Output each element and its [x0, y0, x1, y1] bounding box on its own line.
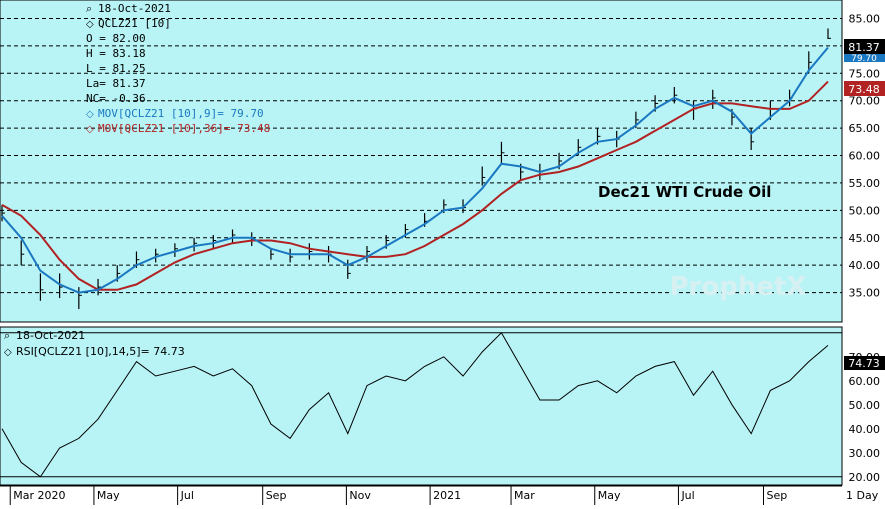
rsi-info: ⌕ 18-Oct-2021 ◇ RSI[QCLZ21 [10],14,5]= 7…	[4, 329, 185, 358]
price-y-tick-label: 85.00	[849, 12, 881, 25]
rsi-y-tick-label: 40.00	[849, 423, 881, 436]
rsi-label: RSI[QCLZ21 [10],14,5]= 74.73	[16, 345, 185, 358]
watermark-text: ProphetX	[670, 272, 807, 302]
magnifier-icon[interactable]: ⌕	[86, 2, 92, 15]
info-date: 18-Oct-2021	[98, 2, 171, 15]
ma-9-diamond-icon: ◇	[86, 109, 94, 120]
ma-9-line	[1, 46, 829, 294]
rsi-y-tick-label: 30.00	[849, 447, 881, 460]
x-axis-tick-label: May	[598, 489, 621, 502]
watermark: ProphetX	[670, 272, 807, 302]
rsi-badge-text: 74.73	[848, 357, 880, 370]
info-block: ⌕ 18-Oct-2021 ◇ QCLZ21 [10] O = 82.00 H …	[86, 2, 270, 135]
rsi-diamond-icon: ◇	[4, 347, 12, 358]
x-axis-tick-label: Sep	[266, 489, 287, 502]
info-change: NC= -0.36	[86, 92, 146, 105]
price-y-tick-label: 60.00	[849, 150, 881, 163]
price-y-tick-label: 70.00	[849, 95, 881, 108]
rsi-y-tick-label: 60.00	[849, 375, 881, 388]
info-open: O = 82.00	[86, 32, 146, 45]
x-axis-tick-label: Sep	[767, 489, 788, 502]
price-y-tick-label: 40.00	[849, 259, 881, 272]
rsi-y-tick-label: 50.00	[849, 399, 881, 412]
ma-36-legend: MOV[QCLZ21 [10],36]= 73.48	[98, 122, 270, 135]
x-axis-tick-label: 2021	[433, 489, 461, 502]
x-axis-tick-label: May	[97, 489, 120, 502]
period-label[interactable]: 1 Day	[846, 489, 879, 502]
diamond-icon: ◇	[86, 19, 94, 30]
x-axis: Mar 2020 May Jul Sep Nov 2021 Mar May Jul Sep	[0, 485, 842, 505]
price-y-tick-label: 55.00	[849, 177, 881, 190]
info-low: L = 81.25	[86, 62, 146, 75]
price-panel[interactable]	[0, 0, 843, 323]
price-y-tick-label: 35.00	[849, 287, 881, 300]
rsi-reference-lines	[0, 332, 842, 478]
price-gridlines	[0, 17, 842, 294]
ma-36-line	[1, 80, 829, 291]
info-symbol: QCLZ21 [10]	[98, 17, 171, 30]
ma-36-badge	[844, 81, 885, 96]
rsi-magnifier-icon[interactable]: ⌕	[4, 329, 10, 342]
rsi-panel[interactable]	[0, 326, 843, 486]
ma-9-badge-text: 79.70	[851, 54, 877, 64]
last-price-badge	[844, 39, 885, 54]
rsi-line	[1, 331, 829, 478]
last-price-badge-text: 81.37	[848, 41, 880, 54]
info-high: H = 83.18	[86, 47, 146, 60]
price-y-tick-label: 50.00	[849, 204, 881, 217]
price-y-tick-label: 65.00	[849, 122, 881, 135]
ma-9-badge	[844, 54, 885, 62]
ma-9-legend: MOV[QCLZ21 [10],9]= 79.70	[98, 107, 264, 120]
x-axis-tick-label: Mar 2020	[13, 489, 65, 502]
price-y-tick-label: 75.00	[849, 67, 881, 80]
x-axis-tick-label: Nov	[349, 489, 371, 502]
price-y-tick-label: 45.00	[849, 232, 881, 245]
ma-36-badge-text: 73.48	[848, 83, 880, 96]
chart-title: Dec21 WTI Crude Oil	[598, 183, 771, 201]
rsi-badge	[844, 356, 885, 370]
rsi-date: 18-Oct-2021	[16, 329, 85, 342]
x-axis-tick-label: Jul	[680, 489, 694, 502]
rsi-y-tick-label: 20.00	[849, 471, 881, 484]
info-last: La= 81.37	[86, 77, 146, 90]
ma-36-diamond-icon: ◇	[86, 124, 94, 135]
x-axis-tick-label: Jul	[180, 489, 194, 502]
x-axis-tick-label: Mar	[514, 489, 535, 502]
price-badges: 81.37 79.70 73.48	[844, 39, 885, 96]
